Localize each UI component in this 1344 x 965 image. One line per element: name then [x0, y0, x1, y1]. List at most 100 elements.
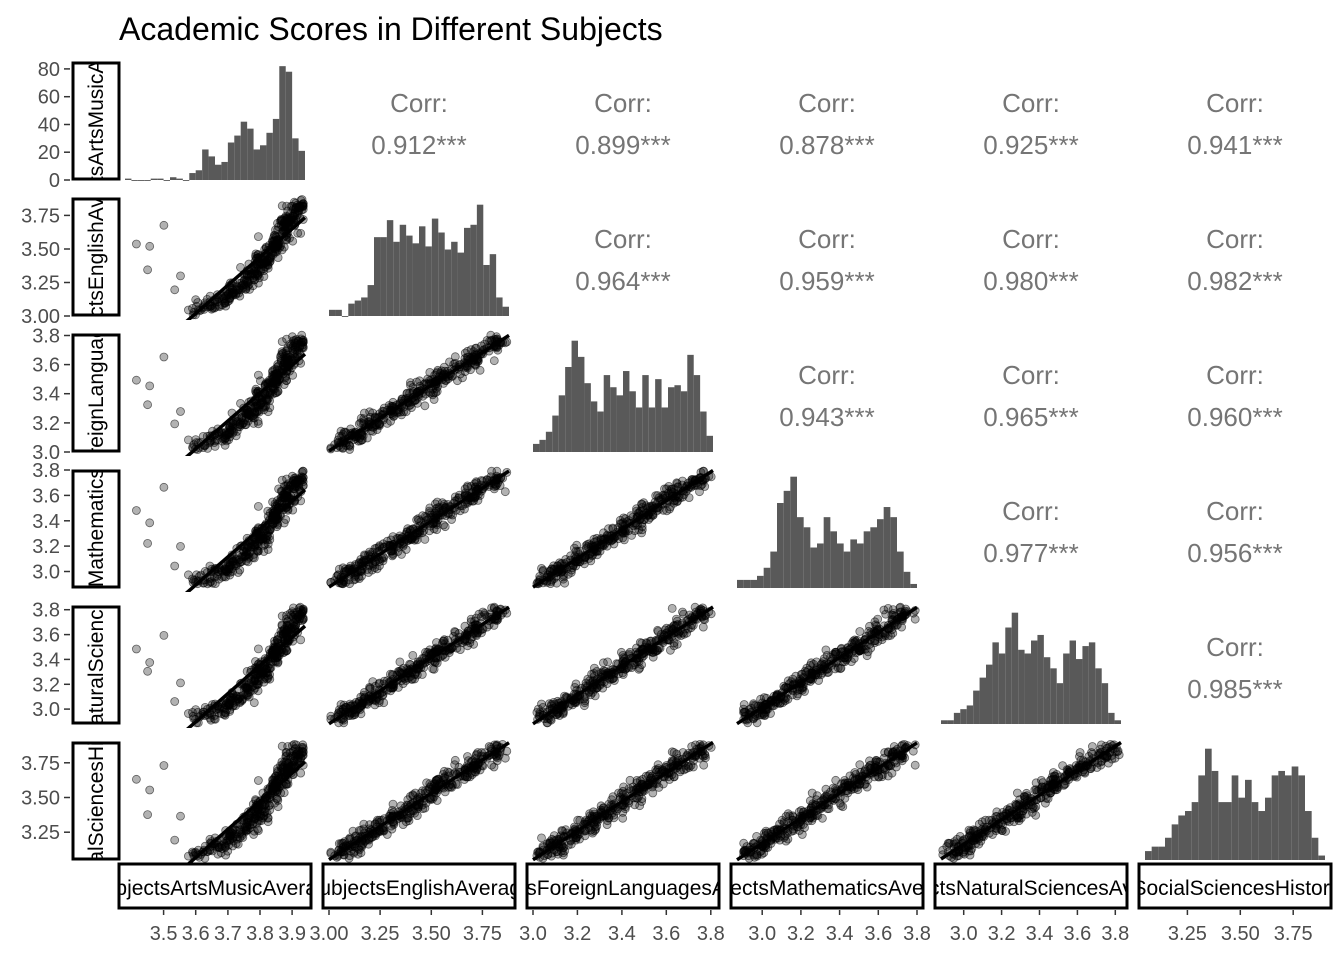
scatter-points: [532, 740, 716, 863]
scatter-point: [225, 835, 235, 845]
hist-bar: [438, 232, 445, 316]
hist-bar: [329, 309, 336, 316]
hist-bar: [850, 539, 857, 588]
scatter-point: [425, 508, 435, 518]
scatter-point: [268, 250, 278, 260]
chart-title: Academic Scores in Different Subjects: [119, 11, 663, 47]
scatter-point: [272, 388, 281, 398]
hist-bar: [953, 712, 961, 724]
hist-bar: [877, 519, 884, 588]
corr-label: Corr:: [798, 360, 856, 390]
scatter-point: [249, 685, 259, 695]
hist-bar: [1108, 712, 1115, 724]
panel-r3-c1: [131, 330, 308, 456]
scatter-point: [237, 696, 247, 706]
hist-bar: [157, 178, 164, 180]
scatter-points: [131, 602, 308, 728]
scatter-point: [221, 428, 231, 438]
scatter-point: [638, 774, 647, 784]
hist-bar: [189, 173, 196, 180]
scatter-point: [282, 376, 291, 386]
scatter-point: [739, 700, 749, 709]
scatter-point: [265, 508, 275, 518]
scatter-point: [439, 635, 449, 645]
scatter-point: [159, 761, 169, 770]
scatter-point: [580, 831, 590, 841]
scatter-points: [736, 740, 920, 863]
corr-label: Corr:: [390, 88, 448, 118]
corr-value: 0.878***: [779, 130, 874, 160]
hist-bar: [578, 356, 585, 452]
scatter-point: [291, 743, 301, 753]
hist-bar: [998, 653, 1006, 724]
scatter-point: [651, 765, 661, 775]
corr-value: 0.982***: [1187, 266, 1282, 296]
hist-bar: [431, 218, 439, 316]
scatter-point: [627, 531, 636, 540]
scatter-point: [278, 629, 288, 638]
scatter-point: [242, 683, 252, 693]
scatter-point: [131, 506, 141, 515]
scatter-point: [170, 697, 180, 706]
scatter-point: [425, 782, 435, 792]
panel-r1-c2: Corr:0.912***: [371, 88, 466, 160]
scatter-point: [698, 622, 708, 632]
scatter-point: [245, 410, 255, 420]
scatter-point: [143, 265, 153, 275]
hist-bar: [870, 527, 877, 588]
scatter-point: [272, 635, 282, 645]
scatter-point: [426, 388, 436, 398]
scatter-point: [365, 407, 375, 417]
scatter-point: [371, 696, 380, 706]
scatter-point: [268, 497, 278, 507]
scatter-point: [388, 799, 398, 809]
corr-value: 0.985***: [1187, 674, 1282, 704]
hist-bar: [986, 664, 993, 724]
scatter-point: [805, 661, 815, 670]
scatter-point: [678, 492, 687, 502]
scatter-point: [253, 232, 263, 242]
scatter-point: [648, 788, 658, 798]
hist-bar: [743, 579, 751, 588]
scatter-point: [471, 613, 481, 623]
scatter-point: [418, 786, 428, 796]
hist-bar: [272, 118, 280, 180]
scatter-point: [500, 487, 510, 497]
hist-bar: [380, 237, 387, 316]
corr-label: Corr:: [594, 88, 652, 118]
hist-bar: [457, 252, 464, 316]
scatter-point: [176, 678, 185, 688]
scatter-point: [700, 482, 710, 491]
hist-bar: [571, 340, 578, 452]
scatter-point: [237, 281, 247, 290]
scatter-point: [359, 408, 369, 418]
scatter-point: [277, 349, 287, 359]
hist-bar: [992, 642, 999, 724]
scatter-point: [237, 552, 247, 561]
scatter-point: [210, 436, 220, 446]
hist-bar: [897, 551, 904, 588]
corr-label: Corr:: [1206, 632, 1264, 662]
corr-value: 0.941***: [1187, 130, 1282, 160]
scatter-point: [296, 635, 306, 645]
scatter-point: [389, 411, 399, 421]
hist-bar: [883, 507, 891, 588]
hist-bar: [687, 354, 694, 452]
scatter-point: [401, 676, 411, 685]
scatter-point: [489, 762, 499, 772]
scatter-point: [418, 511, 428, 521]
scatter-point: [208, 303, 217, 313]
hist-bar: [979, 677, 986, 724]
panel-r4-c2: [326, 466, 512, 589]
hist-bar: [176, 178, 183, 180]
scatter-point: [145, 241, 155, 251]
hist-bar: [830, 531, 837, 588]
scatter-point: [666, 645, 675, 655]
scatter-point: [560, 846, 570, 856]
scatter-point: [263, 545, 273, 554]
scatter-point: [131, 774, 141, 784]
scatter-point: [255, 535, 265, 545]
scatter-point: [219, 710, 229, 719]
hist-bar: [635, 407, 643, 452]
hist-bar: [890, 517, 897, 588]
